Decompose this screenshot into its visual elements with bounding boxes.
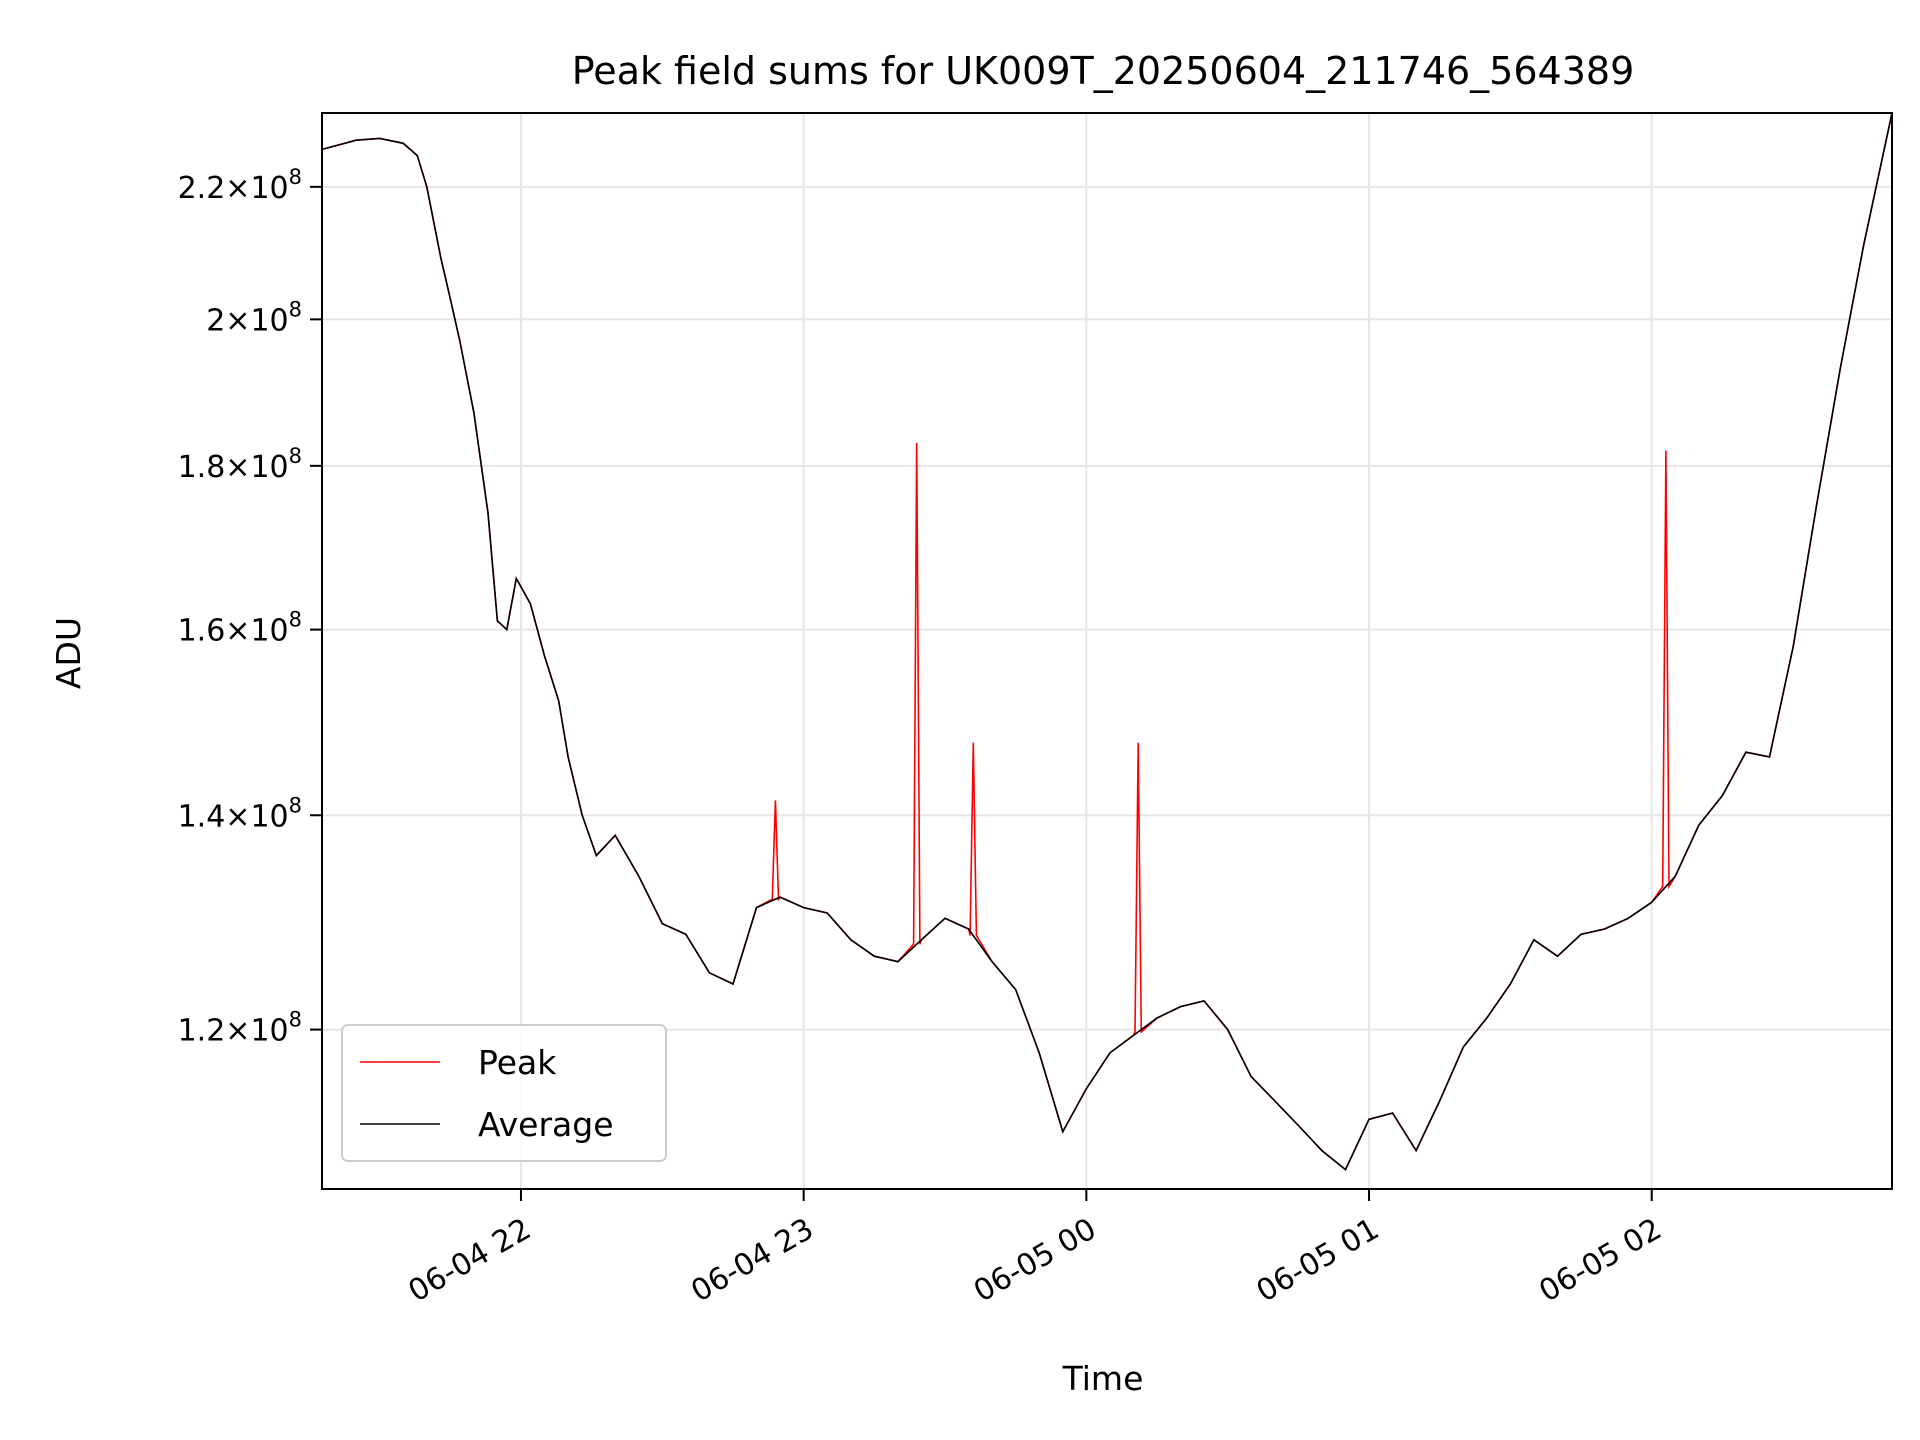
y-tick-label-3: 1.8×108 (178, 444, 302, 485)
x-tick-label-0: 06-04 22 (403, 1212, 537, 1310)
y-tick-label-1: 1.4×108 (178, 793, 302, 834)
series-line-peak (322, 113, 1892, 1171)
chart-title: Peak field sums for UK009T_20250604_2117… (572, 49, 1635, 93)
legend-label-average: Average (478, 1105, 614, 1144)
y-tick-label-4: 2×108 (206, 297, 302, 338)
series-line-average (322, 113, 1892, 1171)
legend-box (341, 1024, 667, 1162)
series-layer (322, 113, 1892, 1171)
x-axis-label: Time (1062, 1359, 1144, 1398)
x-tick-label-1: 06-04 23 (685, 1212, 819, 1310)
x-axis-ticks: 06-04 22 06-04 23 06-05 00 06-05 01 06-05 02 (403, 1189, 1668, 1309)
y-axis-label: ADU (49, 617, 88, 689)
y-axis-ticks: 1.2×108 1.4×108 1.6×108 1.8×108 2×108 2.2×108 (178, 165, 322, 1049)
y-tick-label-0: 1.2×108 (178, 1008, 302, 1049)
legend-label-peak: Peak (478, 1043, 557, 1082)
y-tick-label-5: 2.2×108 (178, 165, 302, 206)
y-tick-label-2: 1.6×108 (178, 608, 302, 649)
x-tick-label-3: 06-05 01 (1251, 1212, 1385, 1310)
x-tick-label-4: 06-05 02 (1533, 1212, 1667, 1310)
legend: Peak Average (341, 1024, 667, 1162)
x-tick-label-2: 06-05 00 (968, 1212, 1102, 1310)
plot-frame (321, 112, 1893, 1190)
